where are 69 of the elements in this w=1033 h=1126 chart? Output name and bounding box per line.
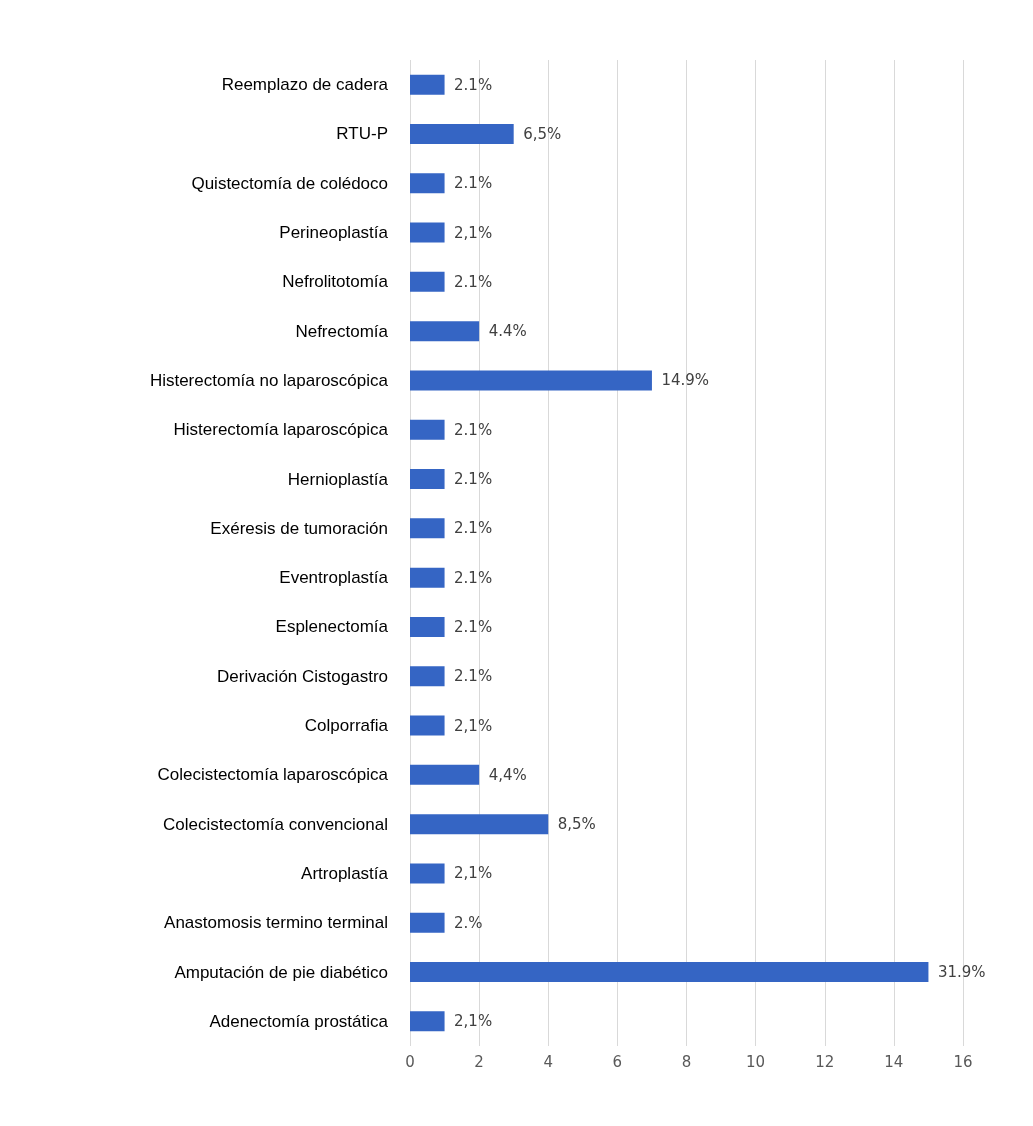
y-tick-label: Esplenectomía	[275, 617, 389, 637]
annotation: 2.%	[454, 913, 483, 932]
y-tick-label: Anastomosis termino terminal	[164, 913, 388, 933]
bar	[410, 370, 652, 391]
x-tick-label: 2	[474, 1052, 484, 1071]
y-tick-label: Hernioplastía	[287, 469, 389, 489]
y-tick-label: Histerectomía laparoscópica	[173, 420, 389, 440]
x-tick-label: 12	[815, 1052, 835, 1071]
y-tick-label: Perineoplastía	[279, 223, 389, 243]
bar	[410, 616, 445, 637]
bar	[410, 715, 445, 736]
annotation: 2.1%	[454, 568, 493, 587]
y-tick-label: Exéresis de tumoración	[210, 518, 388, 538]
annotation: 2,1%	[454, 864, 493, 883]
y-tick-label: Derivación Cistogastro	[216, 666, 388, 686]
annotation: 2.1%	[454, 174, 493, 193]
bar	[410, 271, 445, 292]
annotation: 2.1%	[454, 519, 493, 538]
bar	[410, 173, 445, 194]
annotation: 31.9%	[937, 963, 986, 982]
bar	[410, 764, 480, 785]
bar	[410, 518, 445, 539]
bar	[410, 962, 929, 983]
bar	[410, 567, 445, 588]
annotation: 4.4%	[488, 322, 527, 341]
x-tick-label: 8	[681, 1052, 692, 1071]
y-tick-label: Nefrectomía	[295, 321, 389, 341]
y-tick-label: Colporrafia	[304, 716, 389, 736]
annotation: 2.1%	[454, 617, 493, 636]
annotation: 4,4%	[488, 765, 527, 784]
y-tick-label: Histerectomía no laparoscópica	[149, 370, 389, 390]
y-tick-label: Eventroplastía	[279, 568, 389, 588]
y-tick-label: Reemplazo de cadera	[221, 75, 389, 95]
x-tick-label: 6	[612, 1052, 623, 1071]
annotation: 2.1%	[454, 470, 493, 489]
bar	[410, 74, 445, 95]
annotation: 2,1%	[454, 1012, 493, 1031]
y-tick-label: RTU-P	[336, 124, 388, 144]
bar	[410, 666, 445, 687]
bar	[410, 912, 445, 933]
annotation: 2.1%	[454, 420, 493, 439]
bar	[410, 321, 480, 342]
annotation: 8,5%	[557, 815, 596, 834]
y-tick-label: Artroplastía	[301, 863, 389, 883]
y-tick-label: Amputación de pie diabético	[174, 962, 388, 982]
x-tick-label: 0	[405, 1052, 415, 1071]
y-tick-label: Colecistectomía laparoscópica	[157, 765, 389, 785]
annotation: 14.9%	[661, 371, 710, 390]
y-tick-label: Quistectomía de colédoco	[191, 173, 388, 193]
x-tick-label: 4	[543, 1052, 554, 1071]
bar	[410, 469, 445, 490]
bar	[410, 123, 514, 144]
x-tick-label: 10	[746, 1052, 766, 1071]
bar	[410, 863, 445, 884]
x-tick-label: 16	[953, 1052, 973, 1071]
annotation: 2.1%	[454, 667, 493, 686]
x-tick-label: 14	[884, 1052, 904, 1071]
bar	[410, 222, 445, 243]
y-tick-label: Colecistectomía convencional	[163, 814, 388, 834]
annotation: 6,5%	[523, 124, 562, 143]
y-tick-label: Nefrolitotomía	[282, 272, 389, 292]
y-tick-label: Adenectomía prostática	[209, 1011, 389, 1031]
annotation: 2,1%	[454, 223, 493, 242]
annotation: 2,1%	[454, 716, 493, 735]
bar	[410, 419, 445, 440]
annotation: 2.1%	[454, 75, 493, 94]
annotation: 2.1%	[454, 272, 493, 291]
bar	[410, 814, 549, 835]
bar	[410, 1011, 445, 1032]
